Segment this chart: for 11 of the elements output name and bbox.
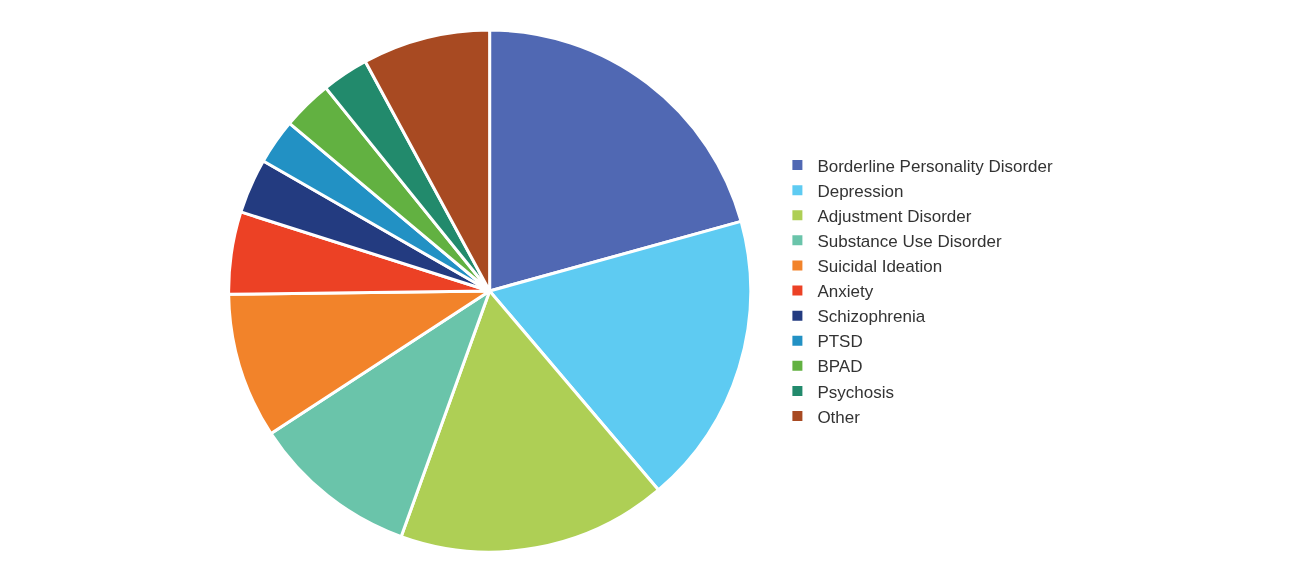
- legend-label: Depression: [817, 181, 904, 201]
- legend-label: BPAD: [817, 357, 863, 377]
- legend-label: Borderline Personality Disorder: [817, 156, 1054, 176]
- legend-label: Psychosis: [817, 382, 894, 402]
- legend-label: Adjustment Disorder: [817, 206, 972, 226]
- legend-label: Suicidal Ideation: [817, 257, 943, 277]
- legend-label: Other: [817, 407, 861, 427]
- legend-label: Anxiety: [817, 282, 874, 302]
- legend-label: Schizophrenia: [817, 307, 926, 327]
- legend-label: PTSD: [817, 332, 863, 352]
- legend-label: Substance Use Disorder: [817, 231, 1002, 251]
